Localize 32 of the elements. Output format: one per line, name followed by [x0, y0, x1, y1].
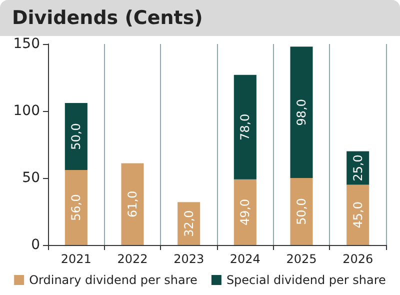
bar [290, 178, 313, 245]
data-label: 50,0 [69, 123, 84, 150]
bar [346, 184, 370, 245]
data-label: 49,0 [238, 198, 252, 226]
data-label: 98,0 [294, 98, 308, 126]
data-label: 25,0 [350, 154, 365, 182]
bar [290, 46, 313, 178]
x-tick-label: 2026 [342, 252, 374, 266]
bar [121, 163, 144, 245]
data-label: 61,0 [126, 190, 140, 218]
bar [234, 74, 256, 180]
data-label: 32,0 [182, 210, 196, 237]
chart-title: Dividends (Cents) [12, 7, 203, 29]
y-tick-label: 100 [13, 103, 40, 119]
data-label: 45,0 [350, 201, 365, 228]
bar [178, 202, 200, 245]
legend-label: Ordinary dividend per share [29, 273, 198, 287]
y-tick-label: 0 [31, 237, 40, 253]
legend-label: Special dividend per share [226, 273, 386, 287]
y-tick-label: 50 [22, 170, 40, 186]
x-tick-label: 2022 [117, 252, 148, 266]
y-tick-label: 150 [13, 36, 40, 52]
bar [234, 179, 256, 245]
bar [64, 170, 88, 245]
bar [64, 102, 88, 170]
data-label: 78,0 [238, 114, 252, 140]
x-tick-label: 2021 [60, 252, 92, 266]
x-tick-label: 2024 [230, 252, 260, 266]
data-label: 50,0 [294, 198, 308, 225]
x-tick-label: 2025 [286, 252, 317, 266]
data-label: 56,0 [69, 194, 84, 221]
x-tick-label: 2023 [174, 252, 204, 266]
